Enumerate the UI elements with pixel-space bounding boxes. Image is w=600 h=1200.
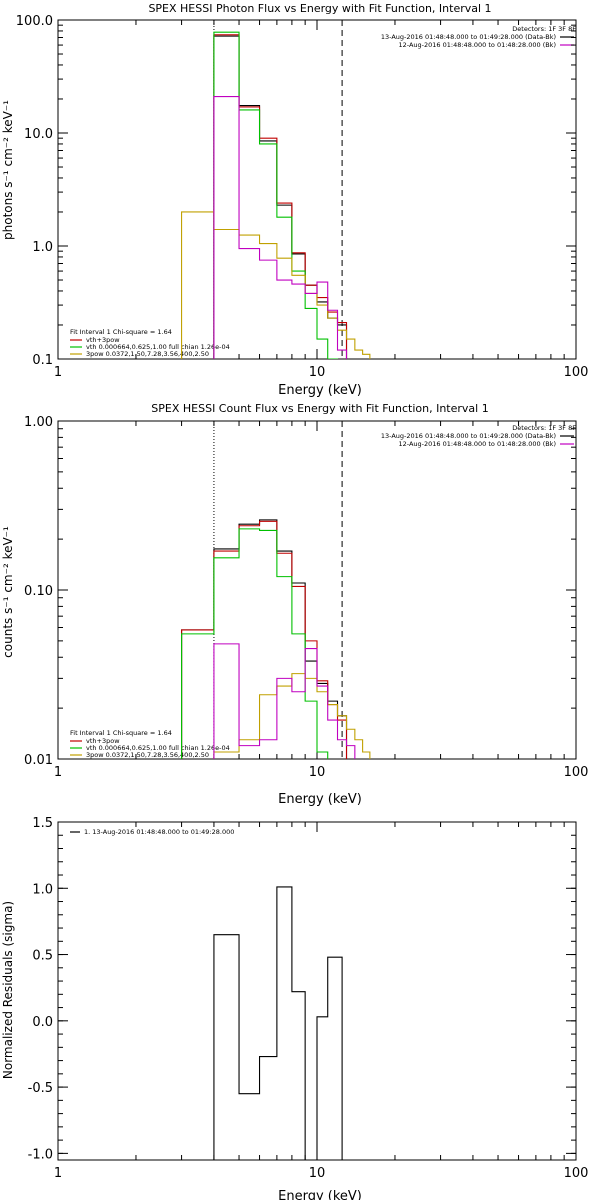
photon-flux-y-tick-label: 100.0 <box>16 14 53 29</box>
photon-flux-xlabel: Energy (keV) <box>278 383 362 398</box>
residuals-x-tick-label: 1 <box>54 1166 62 1181</box>
count-flux-y-tick-label: 1.00 <box>24 415 53 430</box>
count-flux-legend-0: 13-Aug-2016 01:48:48.000 to 01:49:28.000… <box>381 432 556 440</box>
photon-flux-series-bk <box>213 96 348 359</box>
photon-flux-x-tick-label: 10 <box>309 365 326 380</box>
photon-flux-panel: SPEX HESSI Photon Flux vs Energy with Fi… <box>1 2 588 398</box>
photon-flux-y-tick-label: 0.1 <box>32 353 53 368</box>
residuals-x-tick-label: 100 <box>564 1166 589 1181</box>
count-flux-ylabel: counts s⁻¹ cm⁻² keV⁻¹ <box>1 526 15 658</box>
photon-flux-x-tick-label: 1 <box>54 365 62 380</box>
photon-flux-series-vth <box>213 31 339 359</box>
residuals-y-tick-label: -1.0 <box>28 1147 53 1162</box>
photon-flux-fit-header: Fit Interval 1 Chi-square = 1.64 <box>70 328 172 336</box>
photon-flux-fit-line-2: 3pow 0.0372,1.50,7.28,3.56,400,2.50 <box>86 350 209 358</box>
count-flux-legend-1: 12-Aug-2016 01:48:48.000 to 01:48:28.000… <box>399 440 556 448</box>
count-flux-fit-line-2: 3pow 0.0372,1.50,7.28,3.56,400,2.50 <box>86 751 209 759</box>
photon-flux-ylabel: photons s⁻¹ cm⁻² keV⁻¹ <box>1 100 15 240</box>
count-flux-x-tick-label: 10 <box>309 765 326 780</box>
residuals-y-tick-label: 1.5 <box>32 816 53 831</box>
count-flux-series-bk <box>213 643 356 759</box>
residuals-panel: Normalized Residuals (sigma) Energy (keV… <box>1 816 588 1200</box>
residuals-xlabel: Energy (keV) <box>278 1189 362 1200</box>
photon-flux-detectors: Detectors: 1F 3F 8F <box>512 25 576 33</box>
count-flux-fit-line-1: vth 0.000664,0.625,1.00 full chian 1.26e… <box>86 744 230 752</box>
photon-flux-series-data-bk <box>213 35 348 359</box>
count-flux-xlabel: Energy (keV) <box>278 792 362 807</box>
count-flux-y-tick-label: 0.01 <box>24 753 53 768</box>
count-flux-detectors: Detectors: 1F 3F 8F <box>512 424 576 432</box>
count-flux-x-tick-label: 1 <box>54 765 62 780</box>
residuals-y-tick-label: -0.5 <box>28 1081 53 1096</box>
photon-flux-legend-0: 13-Aug-2016 01:48:48.000 to 01:49:28.000… <box>381 33 556 41</box>
residuals-series-residuals <box>213 886 343 1160</box>
residuals-ylabel: Normalized Residuals (sigma) <box>1 901 15 1079</box>
count-flux-series-vth-3pow <box>181 520 348 759</box>
residuals-y-tick-label: 0.5 <box>32 949 53 964</box>
photon-flux-fit-line-0: vth+3pow <box>86 336 120 344</box>
residuals-y-tick-label: 0.0 <box>32 1015 53 1030</box>
residuals-y-tick-label: 1.0 <box>32 882 53 897</box>
photon-flux-legend-1: 12-Aug-2016 01:48:48.000 to 01:48:28.000… <box>399 41 556 49</box>
count-flux-series-vth <box>181 528 329 759</box>
count-flux-fit-header: Fit Interval 1 Chi-square = 1.64 <box>70 729 172 737</box>
residuals-x-tick-label: 10 <box>309 1166 326 1181</box>
photon-flux-y-tick-label: 10.0 <box>24 127 53 142</box>
photon-flux-title: SPEX HESSI Photon Flux vs Energy with Fi… <box>148 2 491 15</box>
residuals-legend: 1. 13-Aug-2016 01:48:48.000 to 01:49:28.… <box>84 828 234 836</box>
count-flux-y-tick-label: 0.10 <box>24 584 53 599</box>
photon-flux-x-tick-label: 100 <box>564 365 589 380</box>
count-flux-panel: SPEX HESSI Count Flux vs Energy with Fit… <box>1 402 588 807</box>
count-flux-title: SPEX HESSI Count Flux vs Energy with Fit… <box>151 402 488 415</box>
photon-flux-series-vth-3pow <box>213 34 348 359</box>
photon-flux-fit-line-1: vth 0.000664,0.625,1.00 full chian 1.26e… <box>86 343 230 351</box>
count-flux-fit-line-0: vth+3pow <box>86 737 120 745</box>
photon-flux-y-tick-label: 1.0 <box>32 240 53 255</box>
count-flux-series-data-bk <box>181 519 348 759</box>
count-flux-x-tick-label: 100 <box>564 765 589 780</box>
